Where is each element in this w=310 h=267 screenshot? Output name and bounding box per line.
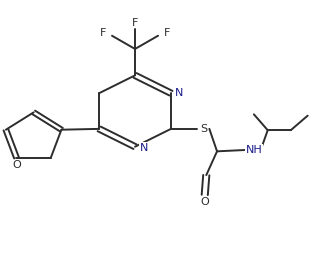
Text: N: N [175,88,184,98]
Text: F: F [100,28,107,38]
Text: NH: NH [246,145,262,155]
Text: S: S [200,124,207,134]
Text: N: N [140,143,148,153]
Text: O: O [200,197,209,207]
Text: F: F [163,28,170,38]
Text: O: O [12,160,21,170]
Text: F: F [132,18,138,28]
